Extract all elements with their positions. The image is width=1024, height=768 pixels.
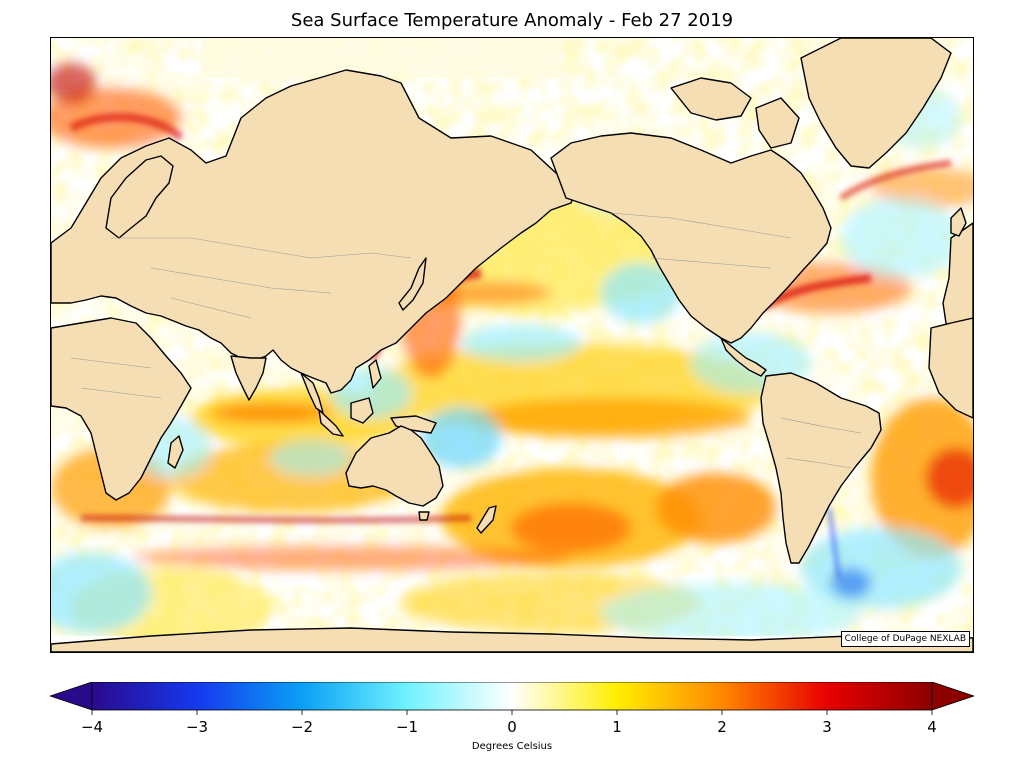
australia (345, 425, 444, 507)
north-america (550, 132, 832, 344)
central-america (720, 337, 767, 377)
sumatra (318, 409, 344, 437)
colorbar: −4 −3 −2 −1 0 1 2 3 4 (50, 682, 974, 736)
new-zealand (476, 505, 497, 534)
colorbar-max-extend (931, 682, 974, 711)
scandinavia (105, 155, 174, 239)
africa-east-edge (928, 317, 973, 419)
land-masses (51, 38, 973, 652)
colorbar-tick-label: 4 (927, 718, 937, 736)
africa (51, 317, 192, 501)
south-america (760, 372, 882, 564)
map-canvas (51, 38, 973, 652)
india (230, 355, 267, 401)
baffin-island (755, 97, 800, 149)
country-borders (70, 212, 862, 469)
colorbar-gradient (91, 682, 933, 711)
colorbar-label: Degrees Celsius (471, 741, 553, 752)
colorbar-min-extend (50, 682, 93, 711)
arctic-islands (670, 77, 752, 121)
colorbar-tick-label: 3 (822, 718, 832, 736)
eurasia (51, 69, 577, 394)
colorbar-ticks: −4 −3 −2 −1 0 1 2 3 4 (81, 710, 937, 736)
greenland (800, 38, 952, 169)
new-guinea (390, 415, 437, 434)
colorbar-tick-label: −2 (291, 718, 313, 736)
anomaly-field (51, 38, 973, 652)
tasmania (418, 511, 430, 521)
japan (398, 257, 427, 311)
colorbar-tick-label: −3 (186, 718, 208, 736)
colorbar-tick-label: −1 (396, 718, 418, 736)
chart-title: Sea Surface Temperature Anomaly - Feb 27… (290, 10, 734, 31)
borneo (350, 397, 374, 424)
philippines (368, 359, 382, 389)
madagascar (167, 435, 184, 469)
credit-label: College of DuPage NEXLAB (840, 631, 970, 647)
colorbar-tick-label: 0 (507, 718, 517, 736)
colorbar-tick-label: 2 (717, 718, 727, 736)
colorbar-tick-label: 1 (612, 718, 622, 736)
sst-anomaly-map: College of DuPage NEXLAB (50, 37, 974, 653)
uk (950, 207, 967, 237)
colorbar-tick-label: −4 (81, 718, 103, 736)
